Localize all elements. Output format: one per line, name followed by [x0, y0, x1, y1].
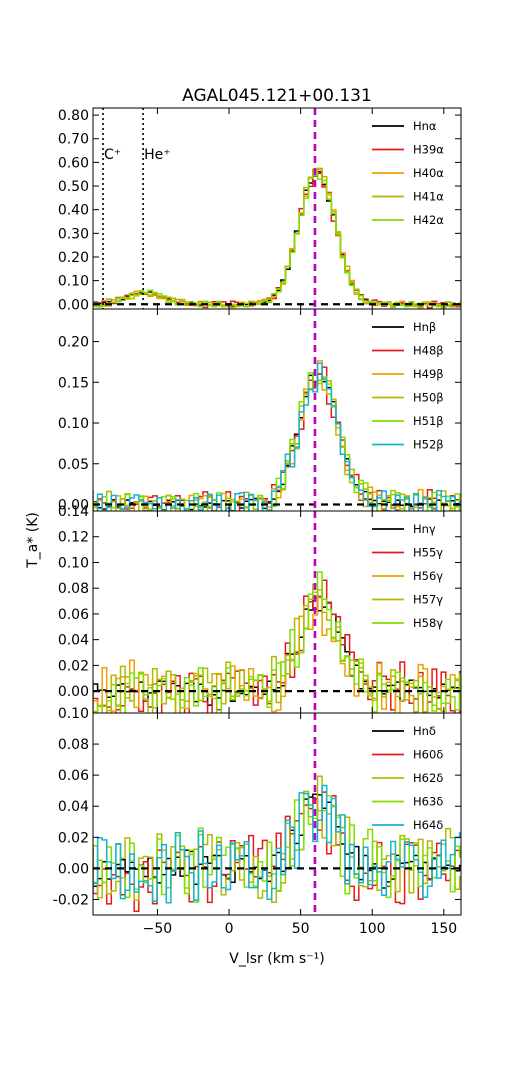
panel-frame — [92, 107, 462, 310]
legend-entry: H48β — [413, 344, 444, 358]
series-line-H42α — [93, 171, 461, 309]
y-tick-label: 0.60 — [58, 155, 89, 171]
legend-entry: H50β — [413, 391, 444, 405]
legend-entry: H42α — [413, 213, 444, 227]
legend-entry: Hnα — [413, 119, 437, 133]
legend-entry: H52β — [413, 438, 444, 452]
legend-entry: H40α — [413, 166, 444, 180]
x-tick-label: 100 — [359, 921, 386, 937]
spectrum-panel-3: 0.000.020.040.060.080.100.120.14HnγH55γH… — [58, 504, 462, 714]
panel-stack: C⁺ He⁺ 0.00 0.10 0.20 0.30 0.40 0.50 0.60 0.70 0.8… — [53, 107, 462, 937]
legend-entry: H57γ — [413, 593, 443, 607]
legend-entry: H55γ — [413, 546, 443, 560]
x-tick-label: 50 — [292, 921, 310, 937]
spectrum-panel-2: 0.000.050.100.150.20HnβH48βH49βH50βH51βH… — [58, 308, 462, 513]
y-tick-label: 0.00 — [58, 684, 89, 700]
legend-entry: H64δ — [413, 818, 443, 832]
legend-entry: H62δ — [413, 771, 443, 785]
y-tick-label: 0.30 — [58, 226, 89, 242]
x-tick-label: 150 — [430, 921, 457, 937]
y-tick-label: 0.00 — [58, 861, 89, 877]
y-tick-label: 0.04 — [58, 799, 89, 815]
plot-area — [93, 713, 461, 915]
legend-entry: H58γ — [413, 616, 443, 630]
y-tick-label: 0.05 — [58, 457, 89, 473]
series-line-H39α — [93, 172, 461, 309]
y-tick-label: 0.20 — [58, 250, 89, 266]
y-tick-label: 0.04 — [58, 633, 89, 649]
x-axis-label: V_lsr (km s⁻¹) — [229, 951, 324, 967]
y-axis-label: T_a* (K) — [25, 512, 41, 569]
legend: Hnβ H48β H49β H50β H51β H52β — [372, 320, 444, 452]
y-tick-label: 0.10 — [58, 555, 89, 571]
legend-entry: H56γ — [413, 569, 443, 583]
spectrum-panel-1: C⁺ He⁺ 0.00 0.10 0.20 0.30 0.40 0.50 0.60 0.70 0.8… — [58, 107, 462, 313]
plot-area — [93, 511, 461, 713]
series-line-H41α — [93, 168, 461, 309]
series-line-H64δ — [93, 784, 461, 904]
series-line-H58γ — [93, 571, 461, 713]
legend-entry: H63δ — [413, 795, 443, 809]
series-line-H49β — [93, 360, 461, 511]
y-tick-label: 0.06 — [58, 768, 89, 784]
legend-entry: H60δ — [413, 748, 443, 762]
y-tick-label: 0.14 — [58, 504, 89, 520]
y-tick-label: 0.10 — [58, 706, 89, 722]
legend-entry: H49β — [413, 367, 444, 381]
legend-entry: Hnδ — [413, 724, 436, 738]
y-tick-label: 0.50 — [58, 179, 89, 195]
y-tick-label: 0.08 — [58, 737, 89, 753]
legend: Hnγ H55γ H56γ H57γ H58γ — [372, 522, 443, 630]
y-tick-label: 0.00 — [58, 497, 89, 513]
series-line-H63δ — [93, 793, 461, 903]
y-tick-label: 0.00 — [58, 297, 89, 313]
x-tick-label: −50 — [143, 921, 173, 937]
series-line-H51β — [93, 371, 461, 511]
legend-entry: Hnγ — [413, 522, 436, 536]
y-tick-label: 0.08 — [58, 581, 89, 597]
y-tick-label: -0.02 — [53, 892, 89, 908]
legend: Hnα H39α H40α H41α H42α — [372, 119, 444, 227]
legend-entry: H41α — [413, 190, 444, 204]
annotation-label: He⁺ — [144, 147, 171, 163]
series-line-H50β — [93, 379, 461, 511]
y-tick-label: 0.02 — [58, 830, 89, 846]
y-tick-label: 0.80 — [58, 108, 89, 124]
series-line-H40α — [93, 167, 461, 309]
annotation-label: C⁺ — [104, 147, 121, 163]
legend-entry: H39α — [413, 143, 444, 157]
y-tick-label: 0.70 — [58, 132, 89, 148]
series-line-Hnα — [93, 168, 461, 307]
panel-frame — [92, 712, 462, 916]
series-line-Hnγ — [93, 596, 461, 706]
x-tick-label: 0 — [225, 921, 234, 937]
plot-area — [93, 309, 461, 511]
series-line-H57γ — [93, 583, 461, 713]
legend: Hnδ H60δ H62δ H63δ H64δ — [372, 724, 443, 832]
y-tick-label: 0.20 — [58, 335, 89, 351]
y-tick-label: 0.40 — [58, 203, 89, 219]
series-line-H52β — [93, 362, 461, 511]
y-tick-label: 0.02 — [58, 658, 89, 674]
series-line-H56γ — [93, 589, 461, 713]
y-tick-label: 0.10 — [58, 416, 89, 432]
legend-entry: H51β — [413, 414, 444, 428]
legend-entry: Hnβ — [413, 320, 436, 334]
series-line-Hnδ — [93, 793, 461, 889]
plot-area — [93, 108, 461, 309]
spectrum-panel-4: -0.02 0.00 0.02 0.04 0.06 0.08 0.10 −50 0 50 100 15… — [53, 706, 462, 937]
y-tick-label: 0.12 — [58, 530, 89, 546]
chart-title: AGAL045.121+00.131 — [182, 86, 372, 106]
y-tick-label: 0.06 — [58, 607, 89, 623]
y-tick-label: 0.15 — [58, 375, 89, 391]
y-tick-label: 0.10 — [58, 274, 89, 290]
